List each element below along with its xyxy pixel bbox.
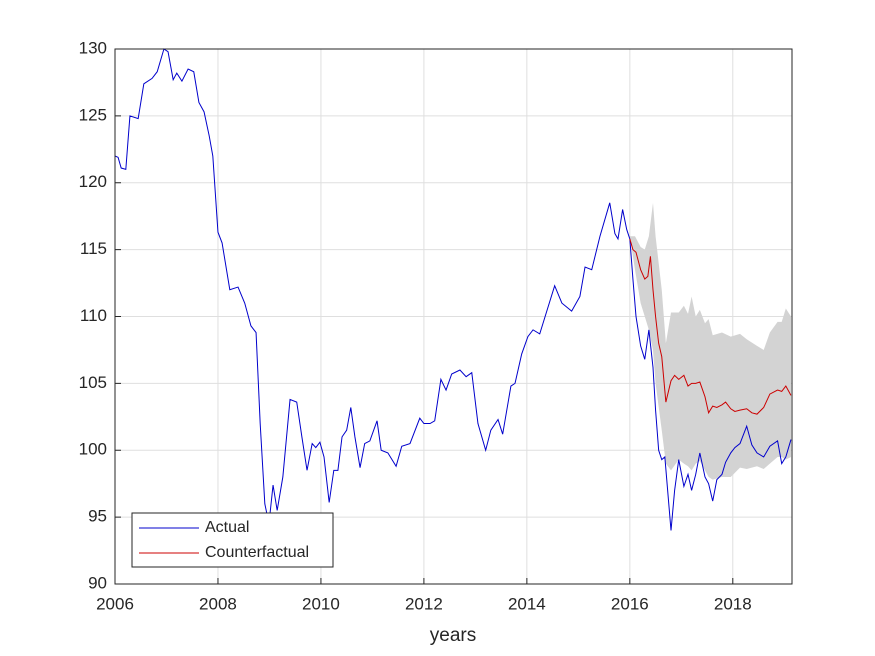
x-tick-label: 2012 bbox=[405, 594, 443, 613]
y-tick-label: 90 bbox=[88, 573, 107, 592]
y-tick-label: 120 bbox=[79, 172, 107, 191]
y-tick-label: 125 bbox=[79, 105, 107, 124]
x-tick-label: 2018 bbox=[714, 594, 752, 613]
legend-box bbox=[131, 512, 334, 568]
x-tick-label: 2016 bbox=[611, 594, 649, 613]
legend-label: Actual bbox=[205, 519, 249, 536]
y-tick-label: 130 bbox=[79, 38, 107, 57]
x-tick-label: 2008 bbox=[199, 594, 237, 613]
legend-label: Counterfactual bbox=[205, 544, 309, 561]
x-tick-label: 2006 bbox=[96, 594, 134, 613]
x-axis-label: years bbox=[430, 625, 476, 646]
axes-box bbox=[114, 48, 793, 585]
series-line bbox=[114, 48, 792, 531]
x-tick-label: 2010 bbox=[302, 594, 340, 613]
x-tick-label: 2014 bbox=[508, 594, 546, 613]
series-line bbox=[629, 238, 792, 415]
y-tick-label: 115 bbox=[80, 239, 107, 258]
y-tick-label: 110 bbox=[80, 306, 107, 325]
confidence-band bbox=[629, 202, 791, 480]
y-tick-label: 95 bbox=[88, 507, 107, 526]
y-tick-label: 100 bbox=[79, 440, 107, 459]
y-tick-label: 105 bbox=[79, 373, 107, 392]
